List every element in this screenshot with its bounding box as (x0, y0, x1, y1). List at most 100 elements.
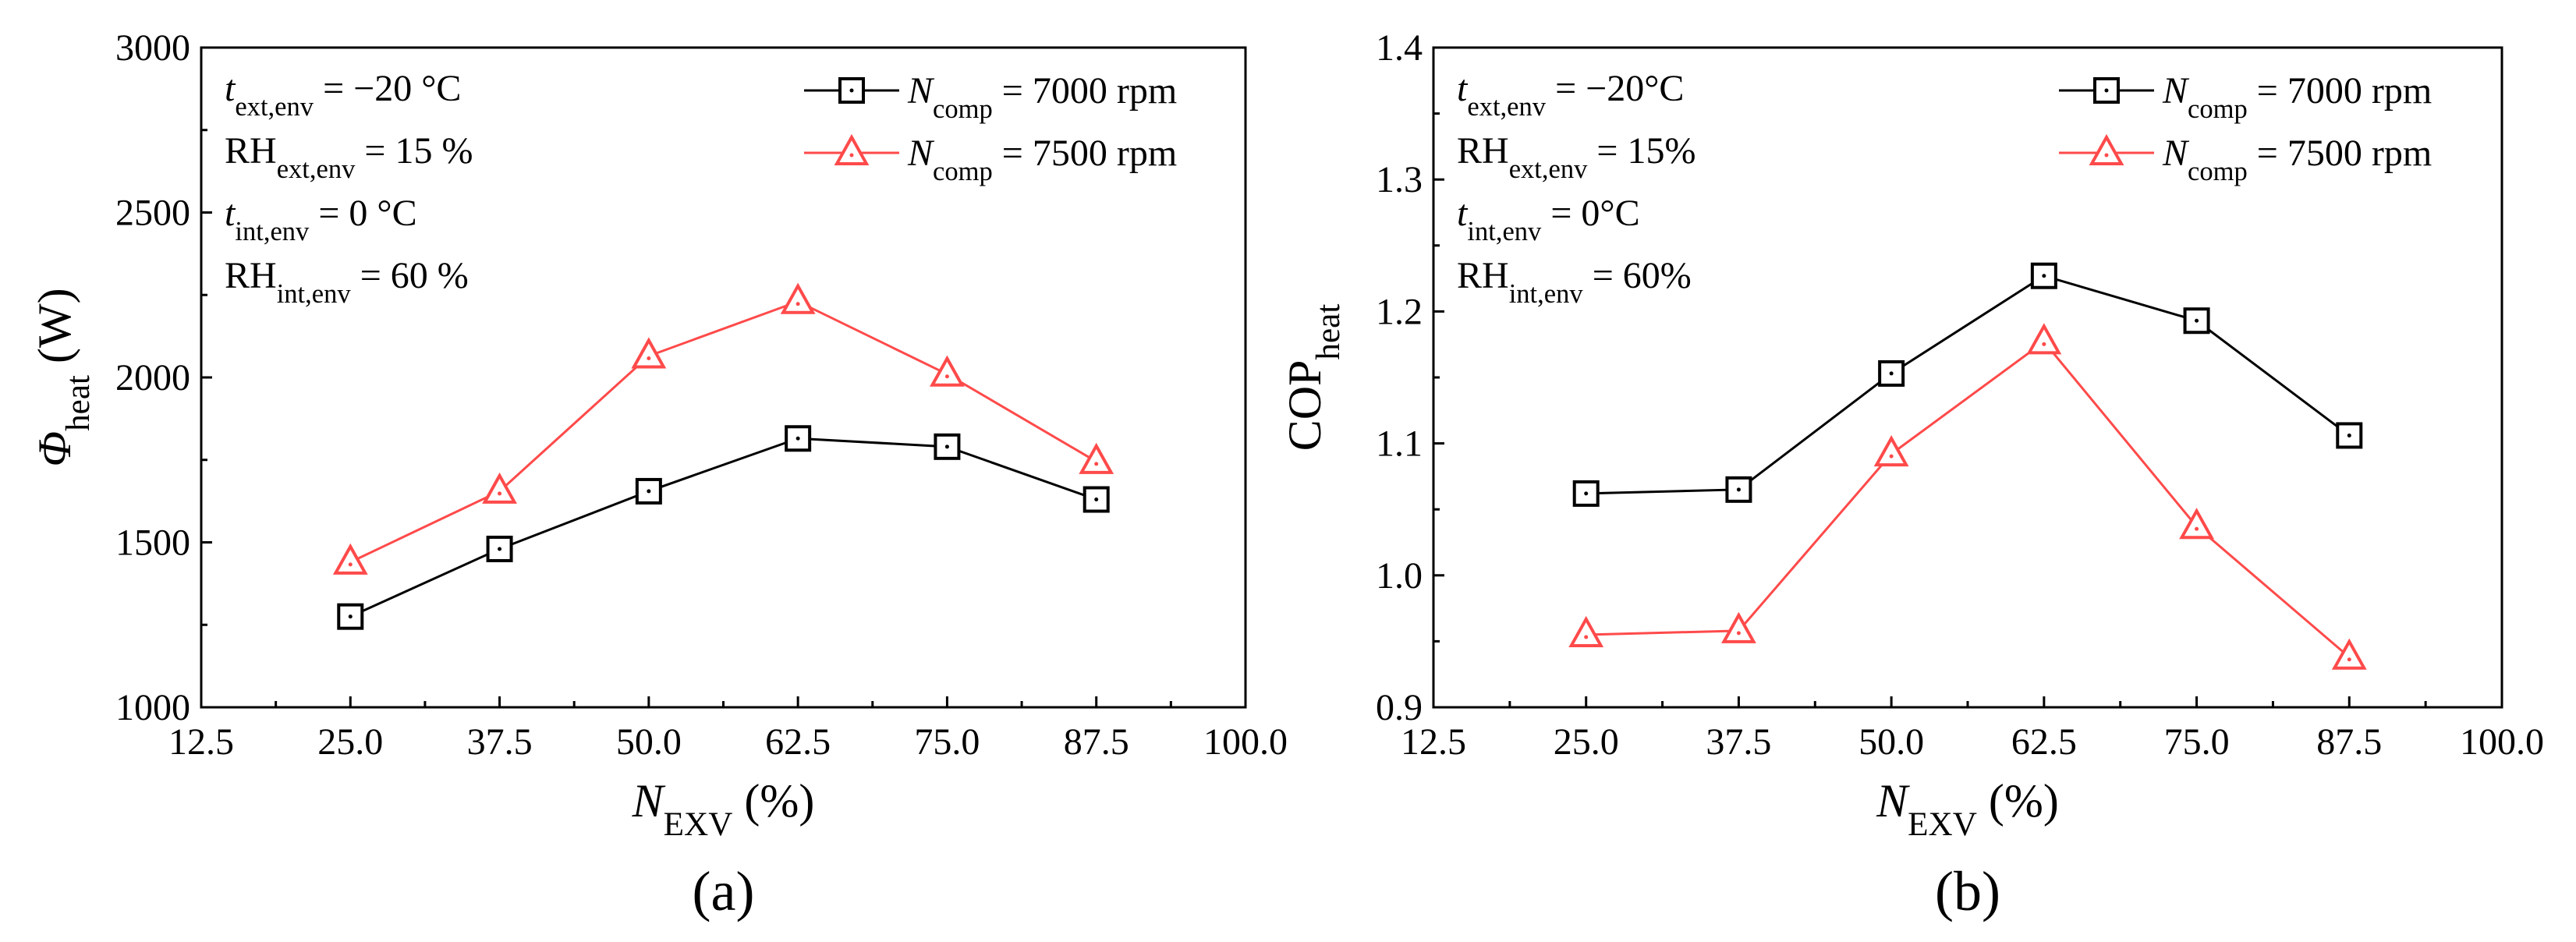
data-point-center (348, 614, 353, 619)
data-point-triangle (631, 337, 667, 369)
y-axis-label-unit: (W) (29, 288, 80, 375)
condition-label-sub: ext,env (277, 154, 356, 184)
data-point-center (498, 547, 502, 551)
x-axis-label-main: N (1876, 775, 1910, 827)
data-point-triangle (2179, 508, 2214, 540)
legend-marker-triangle (834, 133, 870, 165)
condition-label-main: t (225, 193, 236, 234)
data-point-center (1094, 462, 1099, 466)
y-tick-label: 1000 (115, 687, 190, 728)
condition-label: text,env = −20 °C (225, 68, 461, 122)
legend-label-main: N (907, 70, 935, 112)
legend-label: Ncomp = 7000 rpm (907, 70, 1177, 124)
x-tick-label: 12.5 (168, 721, 234, 763)
data-point-center (348, 562, 353, 567)
y-axis-label-main: Φ (29, 431, 80, 467)
data-point-center (795, 436, 800, 441)
condition-label-sub: ext,env (1467, 92, 1546, 122)
condition-label-rest: = 15% (1587, 130, 1695, 172)
condition-label: tint,env = 0°C (1457, 193, 1640, 246)
x-tick-label: 100.0 (2460, 721, 2544, 763)
data-point-triangle (2026, 323, 2062, 355)
data-point-center (2347, 657, 2351, 662)
y-tick-label: 2000 (115, 357, 190, 398)
condition-label-rest: = −20°C (1546, 68, 1684, 109)
y-tick-label: 1500 (115, 522, 190, 564)
condition-label-sub: int,env (1467, 217, 1542, 246)
y-tick-label: 1.4 (1376, 27, 1423, 69)
legend-marker-triangle (2089, 133, 2124, 165)
y-tick-label: 2500 (115, 193, 190, 234)
data-point-center (2195, 526, 2199, 531)
data-point-center (1889, 371, 1894, 376)
data-point-center (944, 374, 949, 379)
condition-label-main: t (1457, 68, 1469, 109)
y-tick-label: 3000 (115, 27, 190, 69)
data-point-center (944, 444, 949, 449)
series-line-2 (1586, 340, 2351, 658)
data-point-center (1736, 487, 1741, 492)
data-point-triangle (930, 355, 965, 387)
condition-label: RHint,env = 60 % (225, 255, 469, 309)
condition-label-main: t (1457, 193, 1469, 234)
data-point-center (498, 491, 502, 496)
y-tick-label: 1.2 (1376, 291, 1423, 332)
data-point-center (2347, 433, 2351, 437)
x-tick-label: 87.5 (1064, 721, 1129, 763)
x-axis-label-main: N (632, 775, 666, 827)
legend-label-rest: = 7500 rpm (2248, 133, 2432, 174)
data-point-center (2042, 274, 2046, 278)
data-point-square (635, 477, 662, 505)
data-point-triangle (1873, 435, 1909, 467)
condition-label-rest: = 0°C (1541, 193, 1639, 234)
legend-label-sub: comp (2188, 157, 2248, 186)
x-axis-label-unit: (%) (732, 775, 814, 827)
legend-label-sub: comp (933, 94, 993, 124)
condition-label-sub: int,env (1509, 279, 1584, 309)
x-tick-label: 50.0 (1858, 721, 1924, 763)
x-tick-label: 50.0 (616, 721, 682, 763)
legend-label: Ncomp = 7500 rpm (2162, 133, 2432, 186)
x-axis-label-sub: EXV (664, 806, 733, 843)
data-point-center (647, 356, 651, 361)
data-point-center (2195, 318, 2199, 323)
data-point-center (1584, 635, 1589, 639)
legend-label-main: N (907, 133, 935, 174)
chart-panel-b: 12.5 25.0 37.5 50.0 62.5 75.0 87.5 100.0 0.9 1.0 1… (1279, 27, 2544, 923)
condition-label-main: RH (225, 130, 277, 172)
data-point-center (795, 302, 800, 306)
condition-label: text,env = −20°C (1457, 68, 1684, 122)
condition-label: RHint,env = 60% (1457, 255, 1692, 309)
series-line-2 (349, 300, 1097, 564)
data-point-triangle (332, 543, 368, 575)
x-tick-label: 62.5 (765, 721, 831, 763)
x-tick-label: 75.0 (2164, 721, 2230, 763)
chart-panel-a: 12.5 25.0 37.5 50.0 62.5 75.0 87.5 100.0 1000 150… (29, 27, 1288, 923)
condition-label-main: RH (1457, 130, 1509, 172)
x-tick-label: 75.0 (914, 721, 980, 763)
data-point-center (2042, 342, 2046, 346)
y-tick-label: 1.0 (1376, 555, 1423, 597)
data-point-center (1889, 454, 1894, 459)
x-tick-label: 25.0 (317, 721, 383, 763)
legend-marker-center (2104, 88, 2109, 93)
data-point-triangle (780, 282, 816, 314)
condition-label-rest: = 0 °C (309, 193, 416, 234)
data-point-square (486, 535, 513, 562)
data-point-center (1094, 498, 1099, 502)
condition-label: tint,env = 0 °C (225, 193, 417, 246)
legend-label-sub: comp (933, 157, 993, 186)
legend-label-rest: = 7000 rpm (993, 70, 1177, 112)
legend-marker-center (849, 153, 854, 158)
y-axis-label: COPheat (1279, 304, 1347, 452)
x-axis-label-unit: (%) (1977, 775, 2059, 827)
legend-label-rest: = 7500 rpm (993, 133, 1177, 174)
y-axis-label-sub: heat (60, 375, 97, 431)
legend-label: Ncomp = 7000 rpm (2162, 70, 2432, 124)
y-axis-label-sub: heat (1310, 304, 1347, 360)
panel-label: (b) (1935, 860, 2000, 923)
x-tick-label: 12.5 (1401, 721, 1466, 763)
data-point-triangle (1079, 442, 1114, 474)
x-tick-label: 100.0 (1203, 721, 1288, 763)
